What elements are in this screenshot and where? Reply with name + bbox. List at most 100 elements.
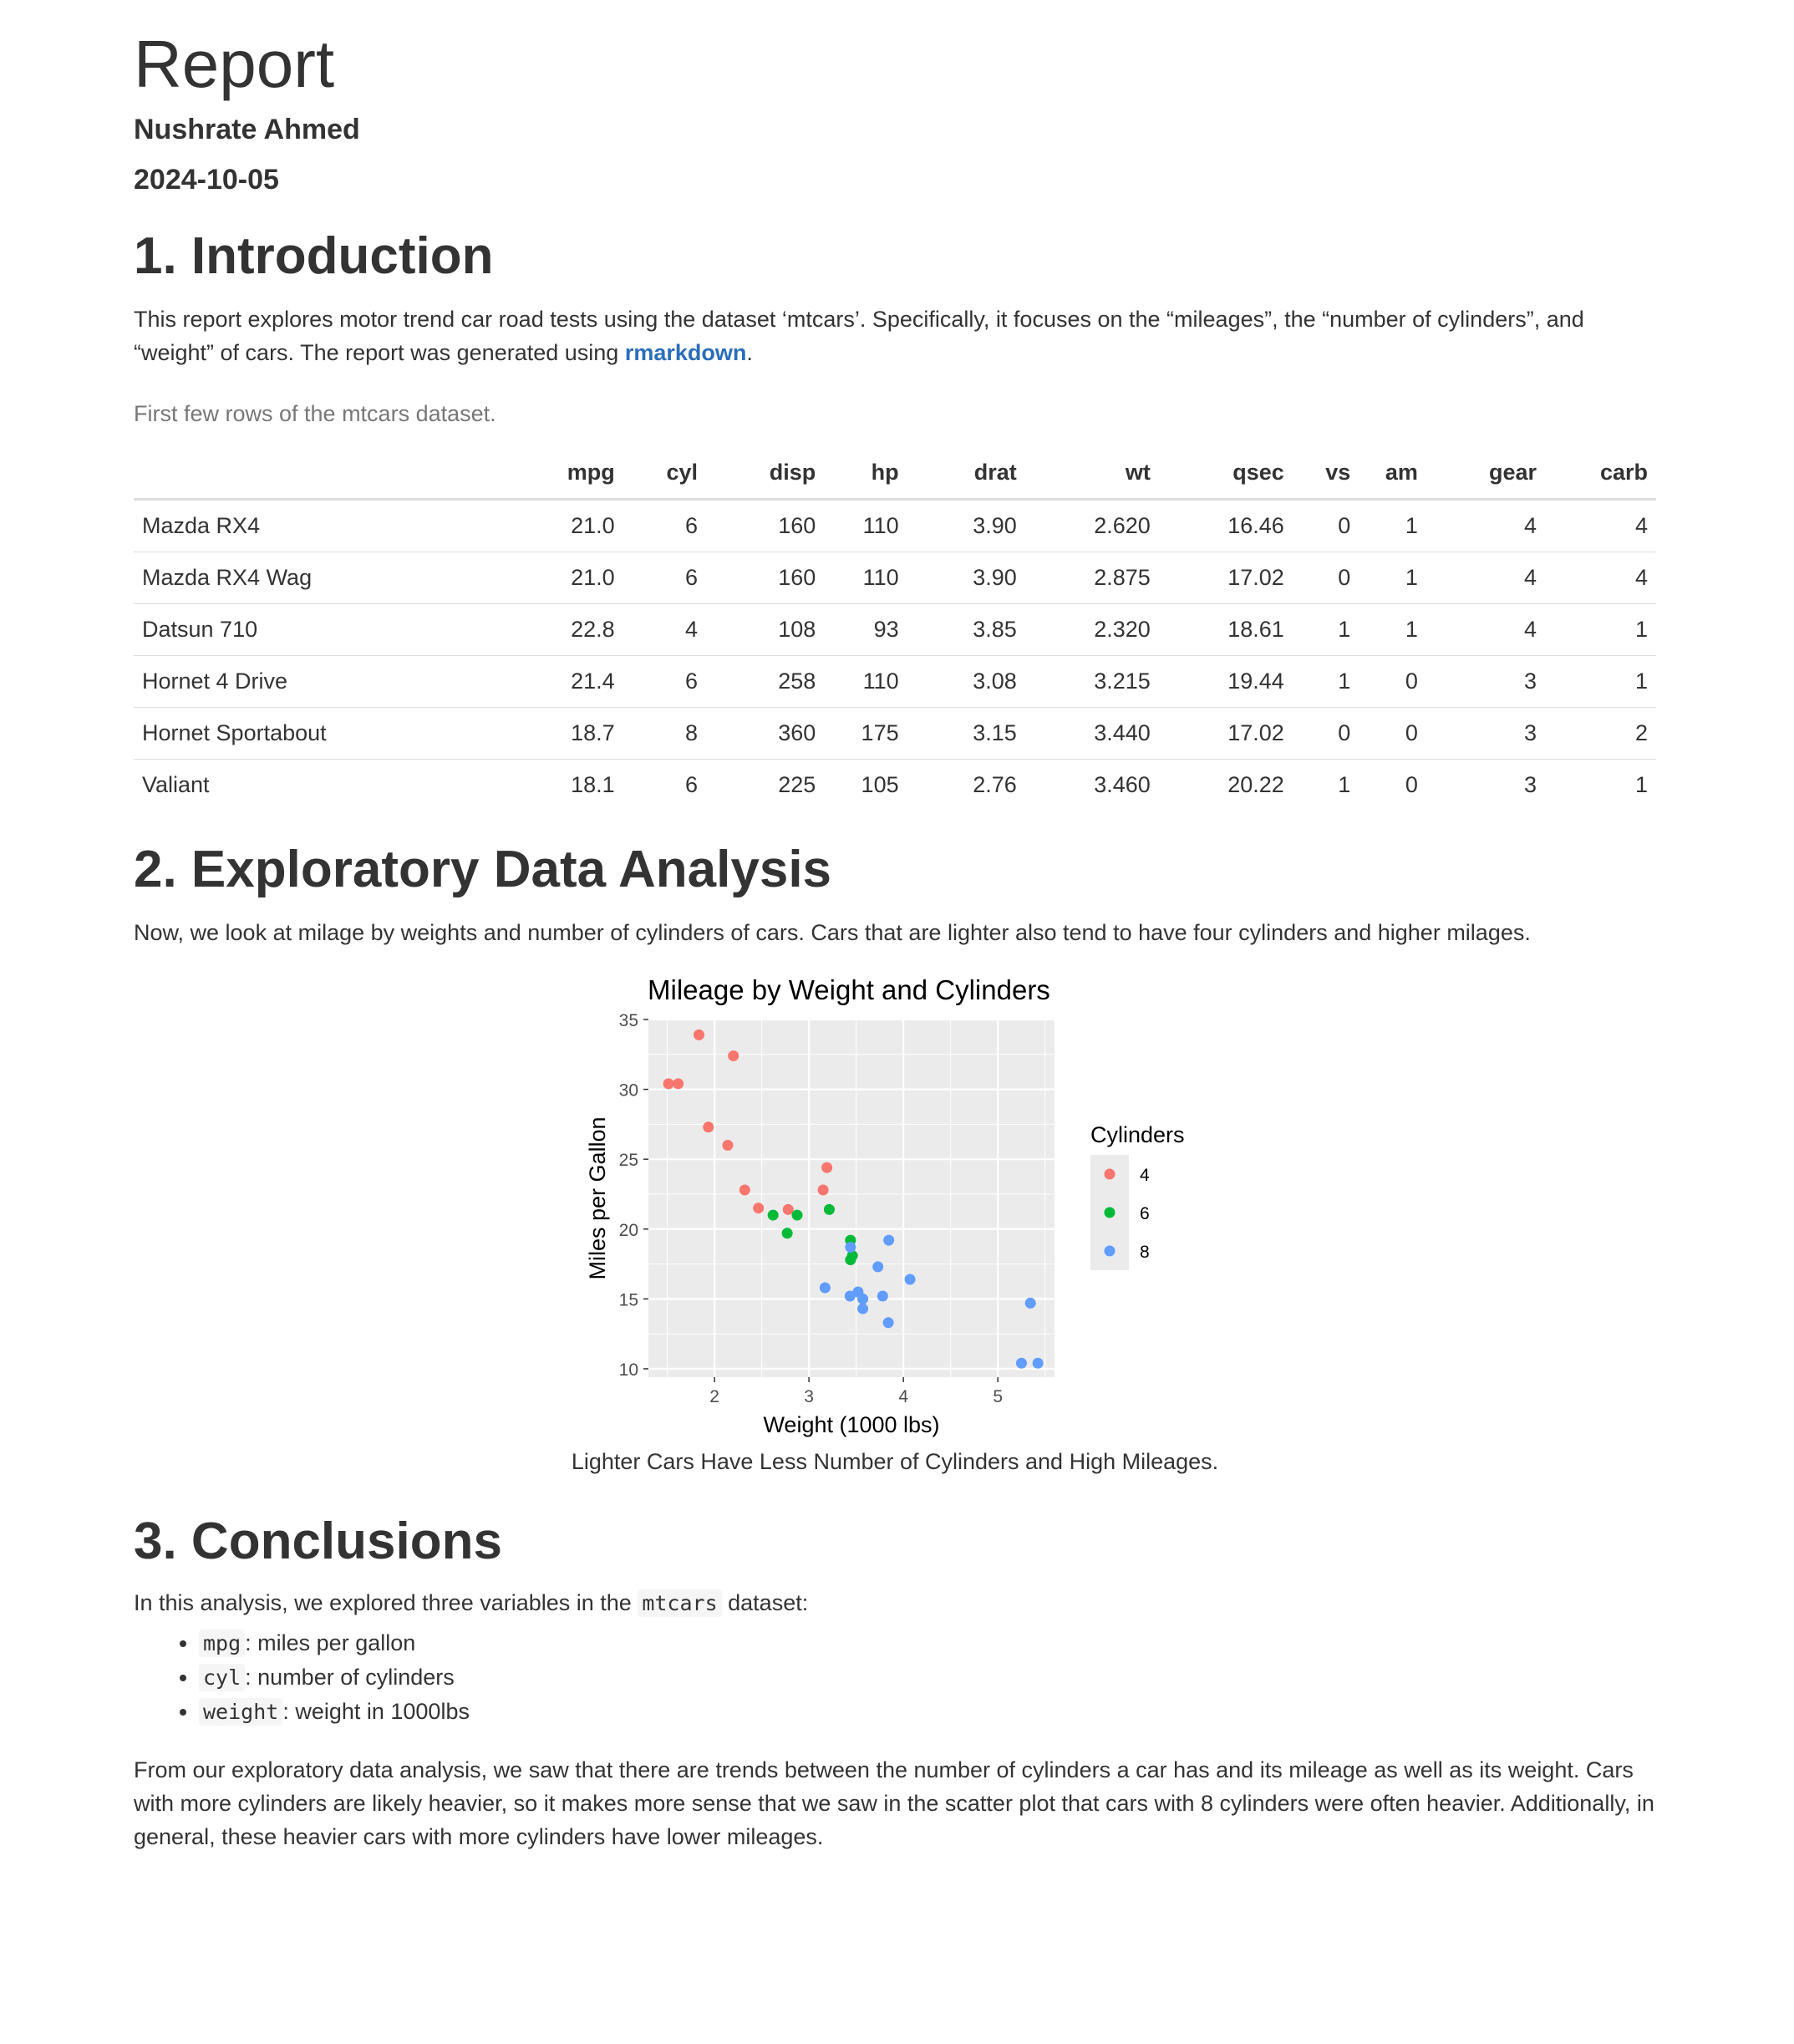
- data-point-cyl-4: [817, 1184, 829, 1196]
- data-point-cyl-4: [728, 1050, 739, 1061]
- data-point-cyl-8: [1024, 1297, 1036, 1309]
- table-cell: 2.875: [1024, 552, 1159, 604]
- table-cell: 0: [1292, 707, 1359, 760]
- lead-text-end: dataset:: [721, 1590, 809, 1615]
- table-row: Hornet 4 Drive 21.4 6 258 110 3.08 3.215 19.44 1…: [134, 655, 1656, 708]
- table-cell: 6: [623, 655, 707, 708]
- data-point-cyl-6: [791, 1209, 803, 1221]
- conclusions-paragraph: From our exploratory data analysis, we s…: [134, 1757, 1654, 1849]
- data-point-cyl-8: [857, 1293, 869, 1304]
- table-cell: 1: [1545, 603, 1656, 656]
- data-point-cyl-8: [904, 1274, 916, 1285]
- data-point-cyl-8: [857, 1303, 869, 1314]
- row-name-cell: Mazda RX4: [134, 499, 545, 552]
- row-name-cell: Hornet 4 Drive: [134, 655, 545, 708]
- intro-heading: 1. Introduction: [134, 227, 494, 285]
- variables-list: mpg: miles per galloncyl: number of cyli…: [134, 1626, 470, 1729]
- table-cell: 3: [1426, 759, 1546, 811]
- variable-desc: : weight in 1000lbs: [282, 1699, 470, 1724]
- plot-panel: [648, 1019, 1055, 1377]
- x-tick-label: 5: [993, 1387, 1003, 1406]
- table-cell: 110: [824, 552, 907, 604]
- data-point-cyl-8: [877, 1290, 888, 1302]
- y-tick-label: 25: [619, 1151, 638, 1170]
- data-point-cyl-6: [781, 1228, 793, 1239]
- table-cell: 1: [1292, 759, 1359, 811]
- table-cell: 0: [1292, 552, 1359, 604]
- table-cell: 4: [1426, 499, 1546, 552]
- table-cell: 18.61: [1158, 603, 1293, 656]
- column-header-am: am: [1359, 446, 1426, 501]
- data-point-cyl-8: [844, 1290, 856, 1302]
- table-cell: 0: [1292, 499, 1359, 552]
- table-cell: 258: [706, 655, 825, 708]
- column-header-hp: hp: [824, 446, 907, 501]
- legend-key-8: [1104, 1245, 1116, 1257]
- y-tick-label: 10: [619, 1360, 638, 1380]
- table-cell: 108: [706, 603, 825, 656]
- table-cell: 3.90: [907, 552, 1025, 604]
- data-point-cyl-4: [722, 1139, 734, 1151]
- variable-code: weight: [199, 1698, 283, 1726]
- table-cell: 160: [706, 552, 825, 604]
- table-header-row: mpg cyl disp hp drat wt qsec vs am gear carb: [134, 446, 1656, 501]
- table-cell: 0: [1359, 707, 1426, 760]
- y-tick-label: 15: [619, 1290, 638, 1309]
- data-point-cyl-4: [739, 1184, 750, 1196]
- y-tick-label: 20: [619, 1221, 638, 1240]
- variable-item: weight: weight in 1000lbs: [199, 1695, 470, 1729]
- report-author: Nushrate Ahmed: [134, 114, 360, 145]
- dataset-code: mtcars: [638, 1589, 722, 1617]
- variable-item: cyl: number of cylinders: [199, 1660, 470, 1695]
- table-cell: 3.90: [907, 499, 1025, 552]
- data-point-cyl-4: [673, 1078, 684, 1090]
- column-header-disp: disp: [706, 446, 825, 501]
- rmarkdown-link[interactable]: rmarkdown: [624, 340, 747, 365]
- legend-title: Cylinders: [1090, 1122, 1185, 1147]
- report-date: 2024-10-05: [134, 164, 279, 196]
- table-cell: 1: [1359, 499, 1426, 552]
- table-cell: 4: [1426, 603, 1546, 656]
- table-cell: 1: [1359, 603, 1426, 656]
- lead-text: In this analysis, we explored three vari…: [134, 1590, 638, 1615]
- column-header-carb: carb: [1545, 446, 1656, 501]
- conclusions-lead: In this analysis, we explored three vari…: [134, 1586, 1656, 1620]
- data-point-cyl-8: [872, 1261, 884, 1273]
- row-name-cell: Datsun 710: [134, 603, 545, 656]
- row-name-cell: Mazda RX4 Wag: [134, 552, 545, 604]
- table-cell: 2.76: [907, 759, 1025, 811]
- table-cell: 21.0: [544, 552, 623, 604]
- legend-key-4: [1104, 1168, 1116, 1180]
- table-cell: 93: [824, 603, 907, 656]
- table-cell: 2: [1545, 707, 1656, 760]
- row-name-cell: Valiant: [134, 759, 545, 811]
- column-header-gear: gear: [1426, 446, 1546, 501]
- table-cell: 17.02: [1158, 552, 1293, 604]
- table-cell: 1: [1292, 655, 1359, 708]
- column-header-drat: drat: [907, 446, 1025, 501]
- table-caption: First few rows of the mtcars dataset.: [134, 401, 496, 426]
- data-point-cyl-8: [882, 1317, 894, 1329]
- table-cell: 18.1: [544, 759, 623, 811]
- chart-title: Mileage by Weight and Cylinders: [648, 974, 1050, 1005]
- y-tick-label: 35: [619, 1011, 638, 1030]
- legend-label: 8: [1140, 1243, 1150, 1262]
- legend-label: 6: [1140, 1204, 1150, 1223]
- table-cell: 1: [1359, 552, 1426, 604]
- table-row: Valiant 18.1 6 225 105 2.76 3.460 20.22 1 0 3 1: [134, 759, 1656, 811]
- table-cell: 3.15: [907, 707, 1025, 760]
- table-cell: 1: [1545, 759, 1656, 811]
- table-cell: 3: [1426, 655, 1546, 708]
- table-cell: 0: [1359, 759, 1426, 811]
- table-cell: 6: [623, 759, 707, 811]
- data-point-cyl-4: [693, 1029, 704, 1040]
- data-point-cyl-4: [821, 1162, 833, 1173]
- data-point-cyl-8: [1032, 1357, 1044, 1369]
- column-header-rowname: [134, 446, 545, 501]
- eda-paragraph: Now, we look at milage by weights and nu…: [134, 920, 1531, 945]
- intro-paragraph: This report explores motor trend car roa…: [134, 303, 1656, 369]
- table-cell: 3.85: [907, 603, 1025, 656]
- table-cell: 3.08: [907, 655, 1025, 708]
- column-header-mpg: mpg: [544, 446, 623, 501]
- data-point-cyl-4: [782, 1203, 794, 1215]
